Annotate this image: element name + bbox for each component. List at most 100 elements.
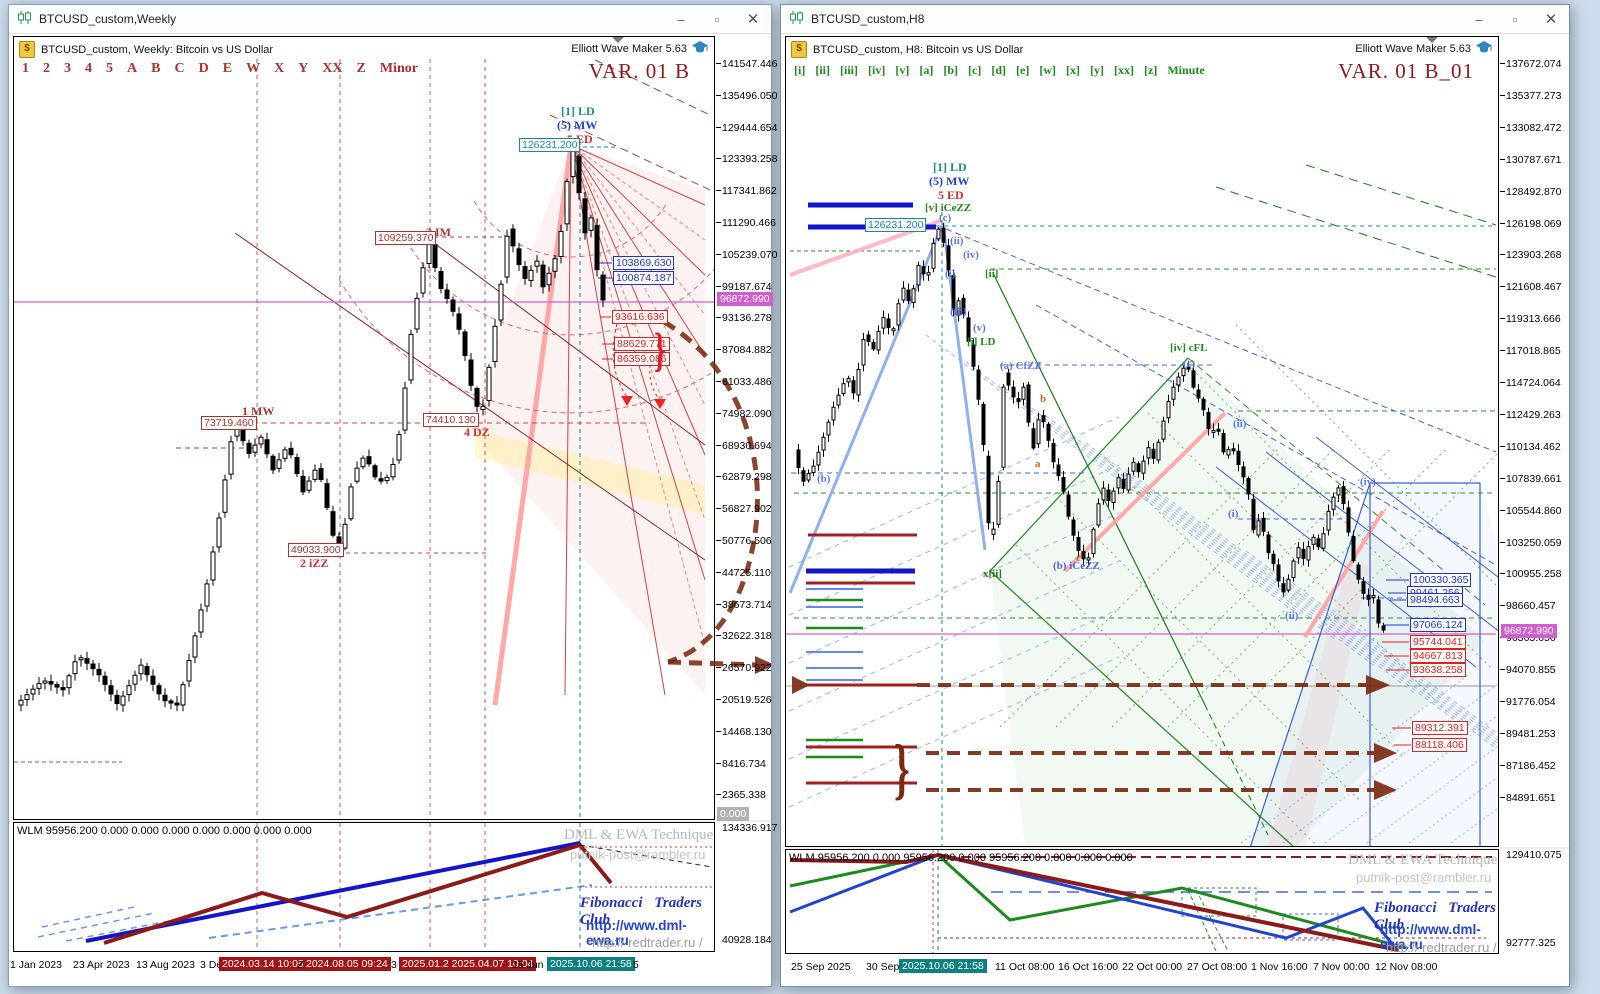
price-axis-label: 137672.074 xyxy=(1499,58,1562,70)
price-axis-label: 100955.258 xyxy=(1499,568,1562,581)
wave-degree-button[interactable]: 1 xyxy=(22,61,29,76)
chart-canvas[interactable]: $ BTCUSD_custom, Weekly: Bitcoin vs US D… xyxy=(13,36,715,820)
wave-degree-button[interactable]: Minute xyxy=(1167,63,1205,77)
maximize-button[interactable]: ▫ xyxy=(714,11,720,27)
price-axis-label: 107839.661 xyxy=(1499,472,1562,485)
wave-annotation: (ii) xyxy=(1285,610,1299,622)
wave-annotation: [ii] xyxy=(985,268,999,280)
wave-degree-button[interactable]: 3 xyxy=(64,61,71,76)
wave-degree-button[interactable]: 4 xyxy=(85,61,92,76)
maximize-button[interactable]: ▫ xyxy=(1512,11,1518,27)
time-axis[interactable]: 1 Jan 2023 23 Apr 2023 13 Aug 2023 3 De 2024… xyxy=(9,954,771,978)
wave-annotation: (iv) xyxy=(1360,476,1376,488)
wave-degree-button[interactable]: [a] xyxy=(919,63,934,77)
wave-degree-button[interactable]: [iv] xyxy=(868,63,886,77)
wave-degree-button[interactable]: [b] xyxy=(943,63,958,77)
price-axis-label: 130787.671 xyxy=(1499,153,1562,166)
ewm-label: Elliott Wave Maker 5.63 xyxy=(1355,43,1471,55)
price-axis[interactable]: 137672.074 135377.273 133082.472 130787.671… xyxy=(1499,34,1569,847)
date-label: 2 xyxy=(297,959,303,971)
date-label: 15 Jun xyxy=(512,959,544,971)
wave-annotation: (5) MW xyxy=(929,174,970,188)
price-flag: 93638.258 xyxy=(1410,663,1466,677)
wave-degree-button[interactable]: [ii] xyxy=(815,63,830,77)
wave-degree-button[interactable]: Y xyxy=(298,61,309,76)
date-label: 13 Aug 2023 xyxy=(136,959,195,971)
chart-canvas[interactable]: $ BTCUSD_custom, H8: Bitcoin vs US Dolla… xyxy=(785,36,1499,847)
price-axis[interactable]: 141547.446 135496.050 129444.654 123393.258… xyxy=(715,34,777,821)
window-btcusd-weekly: BTCUSD_custom,Weekly – ▫ ✕ $ BTCUSD_cust… xyxy=(8,4,777,987)
indicator-canvas[interactable]: WLM 95956.200 0.000 95956.200 0.000 9595… xyxy=(785,849,1499,954)
price-axis-label: 117018.865 xyxy=(1500,345,1561,358)
wave-degree-button[interactable]: [c] xyxy=(968,63,982,77)
price-flag: 100874.187 xyxy=(613,271,675,285)
price-axis-label: 133082.472 xyxy=(1499,121,1562,134)
wave-degree-button[interactable]: 2 xyxy=(43,61,50,76)
wave-annotation: b xyxy=(1040,393,1047,405)
price-flag: 98494.663 xyxy=(1407,593,1463,607)
wave-degree-button[interactable]: XX xyxy=(322,61,343,76)
symbol-label: BTCUSD_custom, Weekly: Bitcoin vs US Dol… xyxy=(41,43,274,56)
minimize-button[interactable]: – xyxy=(677,11,685,27)
price-axis-label: 119313.666 xyxy=(1500,313,1561,326)
wave-annotation: (b) iCeZZ xyxy=(1053,560,1100,572)
wave-degree-button[interactable]: C xyxy=(174,61,185,76)
price-axis-label: 2365.338 xyxy=(716,789,766,802)
wave-degree-button[interactable]: Z xyxy=(356,61,366,76)
zero-price-badge: 0.000 xyxy=(717,807,750,821)
wave-degree-button[interactable]: [v] xyxy=(895,63,910,77)
price-flag: 126231.200 xyxy=(519,138,581,152)
price-axis-label: 56827.902 xyxy=(716,503,772,516)
wave-degree-button[interactable]: [z] xyxy=(1144,63,1158,77)
wave-degree-button[interactable]: A xyxy=(127,61,138,76)
price-axis-label: 94070.855 xyxy=(1500,664,1556,677)
graduation-cap-icon[interactable] xyxy=(692,41,708,57)
titlebar[interactable]: BTCUSD_custom,Weekly – ▫ ✕ xyxy=(9,5,771,34)
candlesticks xyxy=(796,222,1386,633)
wave-annotation: (iv) xyxy=(963,249,979,261)
price-axis-label: 123393.258 xyxy=(715,153,778,166)
wave-degree-button[interactable]: D xyxy=(198,61,209,76)
price-axis-label: 50776.506 xyxy=(716,535,772,547)
time-axis[interactable]: 25 Sep 2025 30 Sep 2025.10.06 21:58 11 Oct … xyxy=(781,956,1569,980)
current-price-badge: 96872.990 xyxy=(1501,624,1557,638)
price-flag: 88118.406 xyxy=(1412,738,1467,752)
chart-plot-svg xyxy=(786,37,1498,846)
price-axis-label: 26570.922 xyxy=(716,662,772,675)
date-label: 3 De xyxy=(200,959,223,971)
symbol-icon: $ xyxy=(19,41,35,58)
marked-date-label: 2024.08.05 09:24 xyxy=(303,957,391,971)
chart-symbol-header: $ BTCUSD_custom, H8: Bitcoin vs US Dolla… xyxy=(791,41,1023,58)
wave-degree-button[interactable]: W xyxy=(246,61,261,76)
graduation-cap-icon[interactable] xyxy=(1476,41,1492,57)
wave-degree-button[interactable]: Minor xyxy=(379,61,418,76)
price-axis-label: 135377.273 xyxy=(1499,89,1562,102)
wave-degree-button[interactable]: [iii] xyxy=(840,63,858,77)
price-axis-label: 105544.860 xyxy=(1499,504,1562,517)
wave-degree-button[interactable]: [x] xyxy=(1066,63,1080,77)
minimize-button[interactable]: – xyxy=(1475,11,1483,27)
wave-degree-button[interactable]: B xyxy=(151,61,161,76)
wave-degree-button[interactable]: [d] xyxy=(991,63,1006,77)
price-flag: 126231.200 xyxy=(865,218,927,232)
titlebar[interactable]: BTCUSD_custom,H8 – ▫ ✕ xyxy=(781,5,1569,34)
wave-degree-button[interactable]: [xx] xyxy=(1114,63,1134,77)
wave-degree-button[interactable]: X xyxy=(274,61,285,76)
price-flag: 103869.630 xyxy=(613,256,675,270)
wave-degree-button[interactable]: E xyxy=(222,61,233,76)
price-axis-label: 126198.069 xyxy=(1499,217,1562,230)
price-axis-label: 62879.298 xyxy=(716,471,772,484)
price-axis-label: 123903.268 xyxy=(1499,249,1562,262)
wave-degree-button[interactable]: [w] xyxy=(1039,63,1056,77)
date-label: 30 Sep xyxy=(866,961,900,973)
indicator-canvas[interactable]: WLM 95956.200 0.000 0.000 0.000 0.000 0.… xyxy=(13,822,715,952)
wave-degree-button[interactable]: [e] xyxy=(1016,63,1030,77)
indicator-max-label: 134336.917 xyxy=(722,822,778,834)
close-button[interactable]: ✕ xyxy=(1544,11,1558,28)
price-axis-label: 111290.466 xyxy=(716,217,776,229)
wave-degree-button[interactable]: [y] xyxy=(1090,63,1104,77)
price-axis-label: 68930.694 xyxy=(716,439,772,452)
close-button[interactable]: ✕ xyxy=(746,11,760,28)
wave-degree-button[interactable]: 5 xyxy=(106,61,113,76)
wave-degree-button[interactable]: [i] xyxy=(794,63,806,77)
